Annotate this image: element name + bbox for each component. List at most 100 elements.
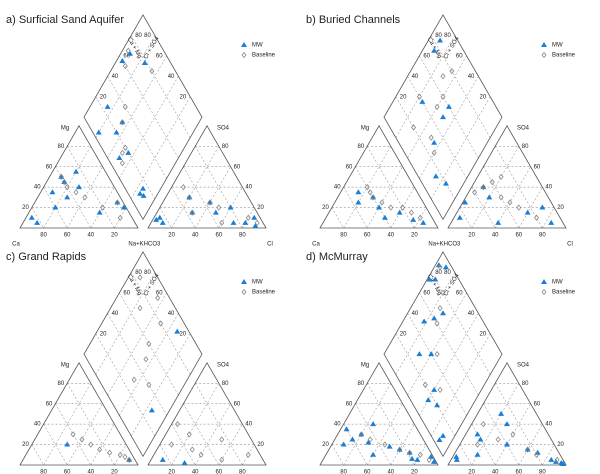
mw-point — [159, 219, 166, 225]
tick-label: 60 — [456, 53, 463, 59]
mw-point — [440, 310, 446, 316]
grid-line — [494, 166, 531, 229]
mw-point — [73, 168, 80, 174]
grid-line — [242, 444, 255, 466]
tick-label: 40 — [112, 311, 119, 317]
baseline-point — [155, 294, 161, 302]
mw-point — [96, 209, 103, 215]
baseline-point — [407, 449, 413, 456]
grid-line — [66, 146, 115, 229]
axis-label: SO4 — [517, 125, 530, 131]
grid-line — [390, 186, 415, 229]
diamond — [383, 251, 503, 458]
axis-label: SO4 — [217, 362, 230, 368]
tick-label: 20 — [480, 331, 487, 337]
panel-title: a) Surficial Sand Aquifer — [6, 14, 124, 26]
grid-line — [194, 146, 243, 229]
tick-label: 40 — [412, 311, 419, 317]
baseline-point — [434, 103, 440, 111]
grid-line — [90, 423, 115, 466]
baseline-point — [245, 214, 251, 221]
baseline-point — [472, 189, 478, 196]
mw-point — [64, 194, 71, 200]
tick-label: 20 — [100, 94, 107, 100]
tick-label: 60 — [64, 233, 71, 239]
tick-label: 40 — [112, 74, 119, 80]
grid-line — [130, 96, 191, 200]
piper-panel: 2020202020204040404040406060606060608080… — [6, 251, 276, 474]
mw-point — [534, 449, 541, 455]
tick-label: 40 — [168, 74, 175, 80]
tick-label: 20 — [480, 94, 487, 100]
grid-line — [31, 444, 44, 466]
axis-label: Ca — [312, 242, 320, 248]
tick-label: 60 — [123, 290, 130, 296]
legend-label: Baseline — [552, 53, 576, 59]
grid-line — [366, 146, 415, 229]
baseline-point — [507, 199, 513, 206]
legend-label: Baseline — [552, 290, 576, 296]
mw-point — [420, 219, 427, 225]
mw-point — [474, 451, 481, 457]
tick-label: 20 — [168, 233, 175, 239]
baseline-point — [245, 451, 251, 458]
anion-triangle — [147, 362, 267, 466]
tick-label: 20 — [257, 205, 264, 211]
tick-label: 60 — [64, 470, 71, 474]
baseline-point — [367, 436, 373, 443]
grid-line — [114, 207, 127, 229]
mw-point — [474, 431, 481, 437]
piper-panel: 2020202020204040404040406060606060608080… — [306, 251, 576, 474]
tick-label: 80 — [222, 144, 229, 150]
grid-line — [66, 166, 103, 229]
mw-point — [414, 456, 421, 462]
tick-label: 40 — [387, 470, 394, 474]
tick-label: 20 — [322, 442, 329, 448]
mw-point — [159, 456, 166, 462]
baseline-point — [382, 441, 388, 448]
tick-label: 20 — [22, 205, 29, 211]
grid-line — [119, 55, 179, 159]
panel-title: d) McMurray — [306, 251, 368, 263]
grid-line — [395, 333, 456, 437]
tick-label: 60 — [534, 401, 541, 407]
mw-point — [437, 37, 444, 43]
baseline-point — [408, 209, 414, 216]
tick-label: 40 — [412, 74, 419, 80]
axis-label: HCO3 — [144, 242, 161, 248]
mw-point — [541, 279, 547, 284]
tick-label: 40 — [168, 311, 175, 317]
baseline-point — [219, 219, 225, 227]
axis-label: Ca — [12, 242, 20, 248]
baseline-point — [434, 351, 440, 358]
tick-label: 60 — [156, 290, 163, 296]
anion-triangle — [447, 362, 567, 466]
tick-label: 20 — [400, 94, 407, 100]
baseline-point — [189, 446, 195, 453]
tick-label: 60 — [46, 164, 53, 170]
legend-label: MW — [552, 43, 563, 49]
panel-title: c) Grand Rapids — [6, 251, 87, 263]
mw-point — [370, 451, 377, 457]
mw-point — [434, 402, 441, 408]
mw-point — [241, 279, 247, 284]
baseline-point — [207, 199, 213, 206]
baseline-point — [216, 204, 222, 211]
axis-label: Cl — [267, 242, 273, 248]
baseline-point — [541, 51, 547, 59]
mw-point — [421, 318, 428, 324]
piper-panel: 2020202020204040404040406060606060608080… — [306, 14, 576, 248]
mw-point — [113, 129, 120, 135]
baseline-point — [119, 149, 125, 157]
baseline-point — [174, 420, 181, 428]
tick-label: 80 — [435, 270, 442, 276]
tick-label: 80 — [358, 381, 365, 387]
tick-label: 20 — [557, 442, 564, 448]
axis-label: Cl — [567, 242, 573, 248]
mw-point — [148, 407, 155, 413]
baseline-point — [417, 451, 423, 458]
grid-line — [542, 444, 555, 466]
mw-point — [343, 426, 350, 432]
grid-line — [159, 444, 172, 466]
